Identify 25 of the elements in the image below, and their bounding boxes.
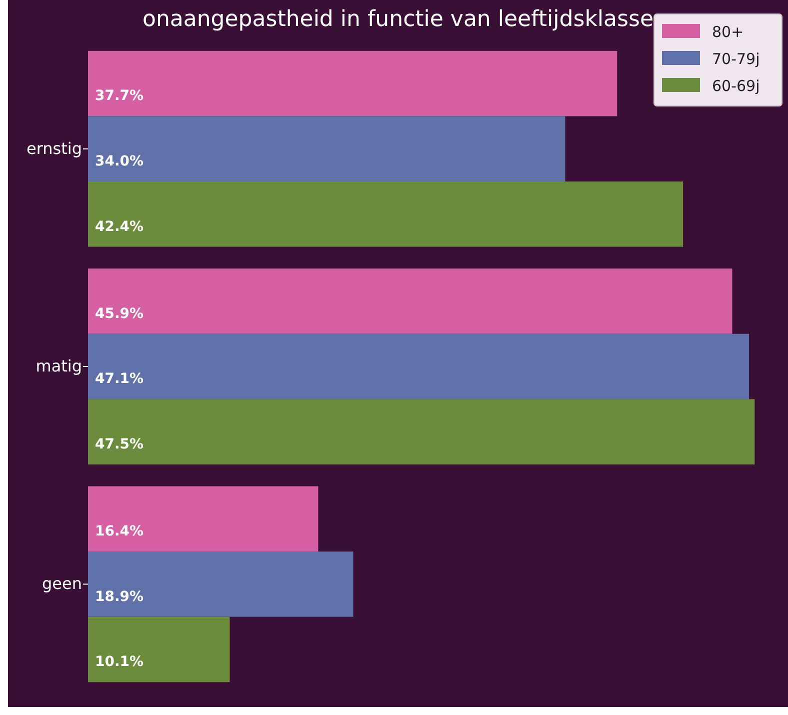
data-label: 34.0% (95, 153, 144, 170)
bar (88, 268, 732, 334)
y-tick-label: geen (42, 574, 82, 594)
bar (88, 616, 230, 682)
bar (88, 486, 318, 552)
legend-label: 80+ (712, 23, 744, 41)
bar (88, 50, 618, 116)
bar (88, 334, 750, 400)
bar (88, 181, 684, 247)
bar (88, 552, 354, 617)
data-label: 37.7% (95, 88, 144, 104)
data-label: 16.4% (95, 524, 144, 540)
y-tick-label: matig (36, 356, 82, 376)
data-label: 47.5% (95, 436, 144, 452)
chart-title: onaangepastheid in functie van leeftijdsklasse (142, 7, 654, 32)
data-label: 10.1% (95, 654, 144, 670)
bar (88, 399, 755, 464)
data-label: 42.4% (95, 218, 144, 235)
data-label: 47.1% (95, 371, 144, 388)
legend-label: 60-69j (712, 77, 760, 95)
data-label: 18.9% (95, 588, 144, 605)
y-tick-label: ernstig (26, 138, 82, 158)
legend-label: 70-79j (712, 50, 760, 68)
bar (88, 116, 566, 182)
data-label: 45.9% (95, 306, 144, 322)
